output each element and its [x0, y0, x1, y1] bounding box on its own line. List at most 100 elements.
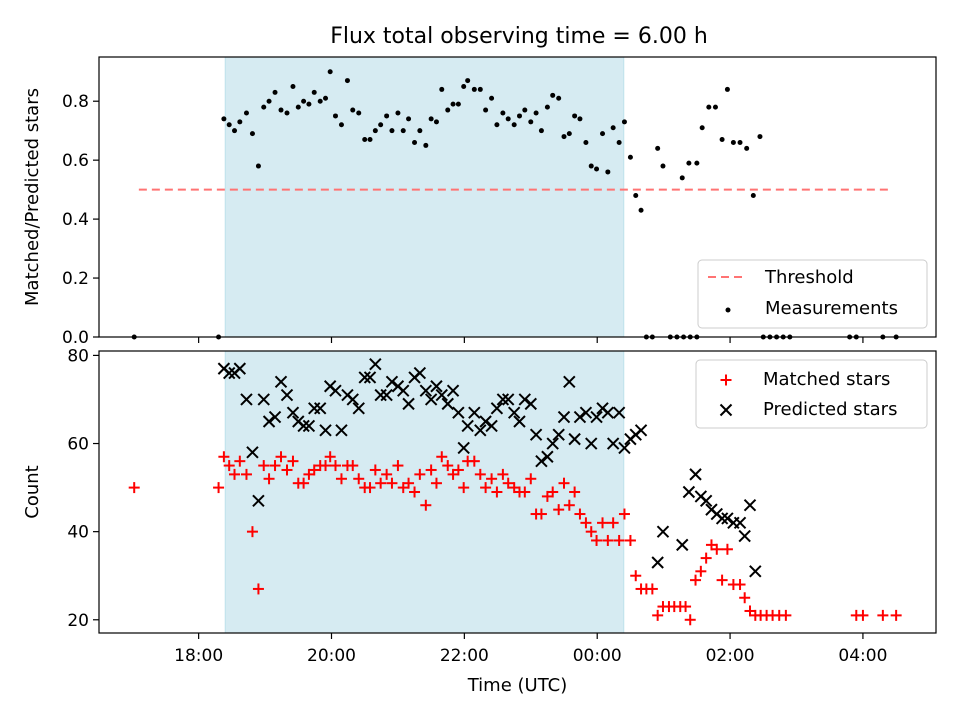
matched-star-point [553, 504, 565, 516]
measurement-point [505, 116, 511, 122]
measurement-point [372, 128, 378, 134]
x-marker-b [518, 393, 532, 406]
x-marker-b [733, 516, 747, 530]
x-marker-b [507, 406, 521, 419]
predicted-star-point [606, 437, 620, 450]
matched-star-point [468, 455, 480, 467]
matched-star-point [287, 455, 299, 467]
bottom-x-tick-label: 00:00 [573, 646, 622, 666]
x-marker-b [314, 402, 327, 415]
predicted-star-point [699, 494, 713, 508]
measurement-point [461, 83, 467, 89]
predicted-star-point [656, 525, 670, 538]
measurement-point [378, 122, 384, 128]
top-y-tick-label: 0.6 [62, 151, 89, 171]
measurement-point [356, 110, 362, 116]
matched-star-point [547, 486, 559, 498]
x-marker-b [268, 410, 282, 424]
top-y-tick-label: 0.8 [62, 92, 89, 112]
measurement-point [511, 122, 517, 128]
measurement-point [477, 86, 483, 92]
predicted-star-point [612, 406, 626, 419]
matched-star-point [721, 543, 733, 555]
legend-measurements-label: Measurements [765, 298, 898, 319]
x-marker-b [676, 538, 689, 552]
matched-star-point [486, 473, 498, 485]
predicted-star-point [721, 512, 734, 525]
matched-star-point [252, 583, 264, 595]
measurement-point [588, 163, 594, 169]
x-marker-b [222, 366, 236, 380]
measurement-point [610, 125, 616, 131]
matched-star-point [246, 526, 258, 538]
matched-star-point [497, 468, 509, 480]
x-marker-b [369, 358, 382, 371]
predicted-star-point [413, 366, 427, 380]
measurement-point [638, 207, 644, 213]
matched-star-point [700, 552, 712, 564]
measurement-point [406, 116, 412, 122]
measurement-point [317, 98, 323, 104]
bottom-y-tick-label: 60 [67, 435, 89, 455]
measurement-point [583, 139, 589, 145]
measurement-point [221, 116, 227, 122]
predicted-star-point [297, 419, 310, 433]
bottom-x-tick-label: 20:00 [307, 646, 356, 666]
x-marker-b [468, 406, 481, 419]
bottom-x-tick-label: 02:00 [706, 646, 755, 666]
matched-star-point [275, 451, 287, 463]
x-marker-b [257, 393, 270, 406]
predicted-star-point [585, 437, 598, 450]
matched-star-point [734, 579, 746, 591]
predicted-star-point [329, 384, 342, 397]
x-marker-b [606, 437, 620, 450]
x-marker-b [424, 393, 438, 406]
measurement-point [367, 137, 373, 143]
predicted-star-point [402, 397, 415, 411]
measurement-point [362, 137, 368, 143]
predicted-star-point [363, 371, 377, 384]
measurement-point [445, 107, 451, 113]
x-marker-b [240, 393, 253, 406]
x-marker-b [743, 499, 757, 512]
measurement-point [423, 142, 429, 148]
x-marker-b [335, 424, 348, 437]
measurement-point [600, 131, 606, 137]
matched-star-point [646, 583, 658, 595]
measurement-point [272, 89, 278, 95]
top-y-tick-label: 0.4 [62, 210, 89, 230]
measurement-point [522, 107, 528, 113]
measurement-point [395, 110, 401, 116]
x-marker-b [546, 437, 559, 450]
measurement-point [301, 98, 307, 104]
predicted-star-point [552, 428, 565, 441]
x-marker-b [612, 406, 626, 419]
predicted-star-point [380, 388, 393, 402]
x-marker-b [529, 428, 543, 441]
x-marker-b [563, 375, 576, 389]
measurement-point [730, 139, 736, 145]
x-marker-b [749, 565, 762, 578]
predicted-star-point [507, 406, 521, 419]
measurement-point [483, 107, 489, 113]
predicted-star-point [579, 406, 593, 419]
predicted-star-point [446, 384, 460, 397]
bottom-x-tick-label: 18:00 [174, 646, 223, 666]
bottom-y-axis: 20 40 60 80 [67, 346, 99, 631]
predicted-star-point [319, 424, 332, 437]
predicted-star-point [474, 424, 487, 437]
measurement-point [471, 86, 477, 92]
predicted-star-point [441, 397, 454, 411]
matched-star-point [442, 460, 454, 472]
predicted-star-point [280, 388, 294, 402]
top-y-tick-label: 0.2 [62, 269, 89, 289]
measurement-point [306, 101, 312, 107]
measurement-point [344, 78, 350, 84]
x-marker-b [280, 388, 294, 402]
matched-star-point [877, 609, 889, 621]
matched-star-point [857, 609, 869, 621]
x-marker-b [380, 388, 393, 402]
matched-star-point [716, 574, 728, 586]
x-marker-b [485, 419, 498, 433]
measurement-point [428, 116, 434, 122]
